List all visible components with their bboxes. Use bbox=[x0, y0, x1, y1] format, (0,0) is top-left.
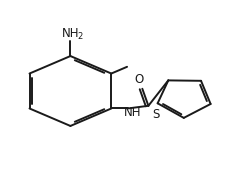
Text: NH: NH bbox=[123, 106, 141, 119]
Text: O: O bbox=[135, 73, 144, 86]
Text: 2: 2 bbox=[77, 32, 83, 41]
Text: S: S bbox=[153, 108, 160, 121]
Text: NH: NH bbox=[62, 27, 79, 40]
